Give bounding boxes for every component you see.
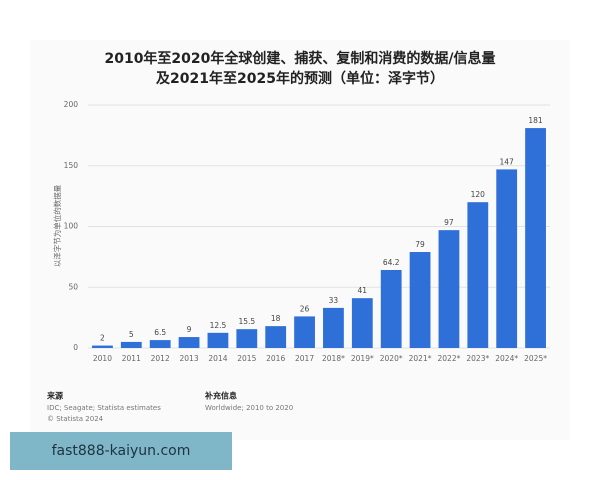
- bar: [525, 128, 546, 348]
- bar: [294, 316, 315, 348]
- bar: [207, 332, 229, 348]
- x-tick-label: 2019*: [351, 354, 374, 363]
- value-label: 147: [500, 157, 515, 166]
- x-tick-label: 2014: [208, 354, 227, 363]
- x-tick-label: 2020*: [380, 354, 403, 363]
- x-tick-label: 2025*: [524, 354, 547, 363]
- bar: [323, 307, 344, 348]
- value-label: 18: [271, 314, 281, 323]
- value-label: 79: [415, 240, 425, 249]
- bar: [92, 345, 113, 348]
- chart-subtitle: 及2021年至2025年的预测（单位：泽字节）: [156, 70, 444, 87]
- value-label: 6.5: [154, 328, 166, 337]
- value-label: 26: [300, 304, 310, 313]
- x-tick-label: 2023*: [466, 354, 489, 363]
- bar: [409, 252, 431, 348]
- x-tick-label: 2012: [151, 354, 170, 363]
- x-tick-label: 2021*: [409, 354, 432, 363]
- value-label: 181: [528, 116, 543, 125]
- source: IDC; Seagate; Statista estimates: [47, 404, 161, 412]
- chart-title: 2010年至2020年全球创建、捕获、复制和消费的数据/信息量: [104, 50, 495, 67]
- x-tick-label: 2015: [237, 354, 256, 363]
- y-tick-label: 100: [64, 222, 79, 231]
- bar: [496, 169, 518, 348]
- x-tick-label: 2010: [93, 354, 112, 363]
- bar: [351, 298, 373, 348]
- bar: [178, 337, 200, 348]
- value-label: 97: [444, 218, 454, 227]
- value-label: 5: [129, 330, 134, 339]
- value-label: 15.5: [238, 317, 255, 326]
- bar: [236, 329, 258, 348]
- bar: [438, 230, 460, 348]
- bar: [149, 340, 171, 348]
- value-label: 2: [100, 334, 105, 343]
- bar: [265, 326, 287, 348]
- bar: [467, 202, 489, 348]
- x-tick-label: 2011: [122, 354, 141, 363]
- value-label: 41: [358, 286, 368, 295]
- value-label: 9: [187, 325, 192, 334]
- chart-card: [30, 40, 570, 440]
- y-tick-label: 50: [68, 282, 78, 291]
- x-tick-label: 2016: [266, 354, 285, 363]
- copyright: © Statista 2024: [47, 415, 104, 423]
- bar: [380, 269, 402, 348]
- bar: [120, 341, 142, 348]
- x-tick-label: 2024*: [495, 354, 518, 363]
- info: Worldwide; 2010 to 2020: [205, 404, 293, 412]
- x-tick-label: 2013: [180, 354, 199, 363]
- value-label: 33: [329, 296, 339, 305]
- value-label: 120: [471, 190, 486, 199]
- y-axis-label: 以泽字节为单位的数据量: [52, 184, 62, 267]
- x-tick-label: 2022*: [438, 354, 461, 363]
- value-label: 64.2: [383, 258, 400, 267]
- banner-text[interactable]: fast888-kaiyun.com: [52, 443, 191, 459]
- x-tick-label: 2017: [295, 354, 314, 363]
- source-label: 来源: [46, 391, 63, 401]
- y-tick-label: 0: [73, 343, 78, 352]
- info-label: 补充信息: [204, 391, 237, 401]
- value-label: 12.5: [210, 321, 227, 330]
- banner-box: [10, 432, 232, 470]
- y-tick-label: 150: [64, 161, 79, 170]
- x-tick-label: 2018*: [322, 354, 345, 363]
- y-tick-label: 200: [64, 100, 79, 109]
